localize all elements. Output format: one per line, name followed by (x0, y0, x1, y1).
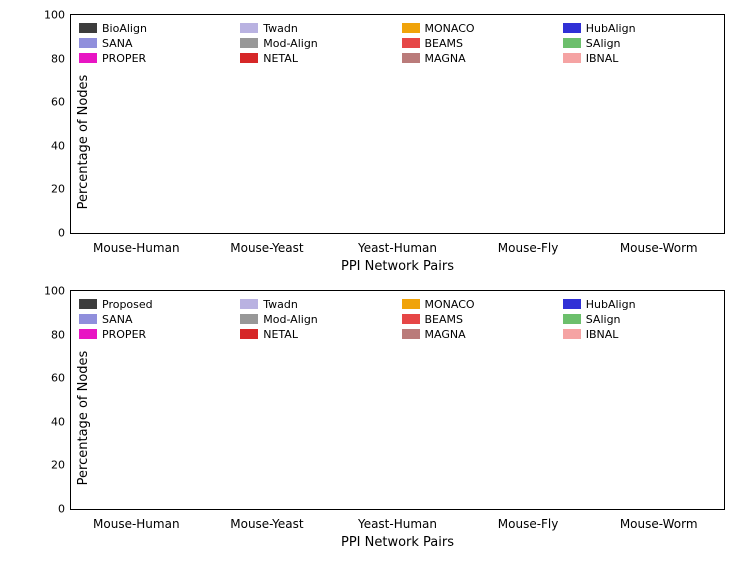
ytick: 0 (17, 503, 65, 516)
panel-top: Percentage of Nodes BioAlign Twadn MONAC… (10, 8, 737, 276)
figure: Percentage of Nodes BioAlign Twadn MONAC… (0, 0, 747, 564)
bar-cluster (84, 291, 189, 509)
ytick: 20 (17, 459, 65, 472)
ytick: 60 (17, 372, 65, 385)
bars-container-bottom: Mouse-HumanMouse-YeastYeast-HumanMouse-F… (71, 291, 724, 509)
bar-cluster (215, 15, 320, 233)
bars-container-top: Mouse-HumanMouse-YeastYeast-HumanMouse-F… (71, 15, 724, 233)
x-category-label: Mouse-Fly (463, 241, 594, 255)
ytick: 80 (17, 328, 65, 341)
bar-cluster (345, 15, 450, 233)
ytick: 60 (17, 96, 65, 109)
x-category-label: Mouse-Human (71, 241, 202, 255)
bar-cluster (606, 15, 711, 233)
ytick: 0 (17, 227, 65, 240)
x-group: Yeast-Human (332, 291, 463, 509)
x-group: Mouse-Human (71, 15, 202, 233)
bar-cluster (215, 291, 320, 509)
x-group: Mouse-Fly (463, 15, 594, 233)
x-category-label: Mouse-Fly (463, 517, 594, 531)
x-group: Mouse-Worm (593, 15, 724, 233)
ytick: 20 (17, 183, 65, 196)
x-category-label: Mouse-Yeast (202, 517, 333, 531)
bar-cluster (476, 15, 581, 233)
bar-cluster (345, 291, 450, 509)
plot-area-bottom: Proposed Twadn MONACO HubAlign SANA Mod-… (70, 290, 725, 510)
x-category-label: Mouse-Human (71, 517, 202, 531)
x-category-label: Yeast-Human (332, 241, 463, 255)
bar-cluster (606, 291, 711, 509)
xlabel-top: PPI Network Pairs (70, 259, 725, 274)
x-group: Mouse-Fly (463, 291, 594, 509)
xlabel-bottom: PPI Network Pairs (70, 535, 725, 550)
bar-cluster (84, 15, 189, 233)
ytick: 80 (17, 52, 65, 65)
ytick: 40 (17, 139, 65, 152)
panel-bottom: Percentage of Nodes Proposed Twadn MONAC… (10, 284, 737, 552)
plot-area-top: BioAlign Twadn MONACO HubAlign SANA Mod-… (70, 14, 725, 234)
x-category-label: Mouse-Worm (593, 517, 724, 531)
x-group: Mouse-Worm (593, 291, 724, 509)
ytick: 100 (17, 285, 65, 298)
x-group: Mouse-Yeast (202, 291, 333, 509)
x-group: Yeast-Human (332, 15, 463, 233)
ytick: 100 (17, 9, 65, 22)
bar-cluster (476, 291, 581, 509)
ytick: 40 (17, 415, 65, 428)
x-category-label: Mouse-Worm (593, 241, 724, 255)
x-group: Mouse-Yeast (202, 15, 333, 233)
x-category-label: Yeast-Human (332, 517, 463, 531)
x-category-label: Mouse-Yeast (202, 241, 333, 255)
x-group: Mouse-Human (71, 291, 202, 509)
